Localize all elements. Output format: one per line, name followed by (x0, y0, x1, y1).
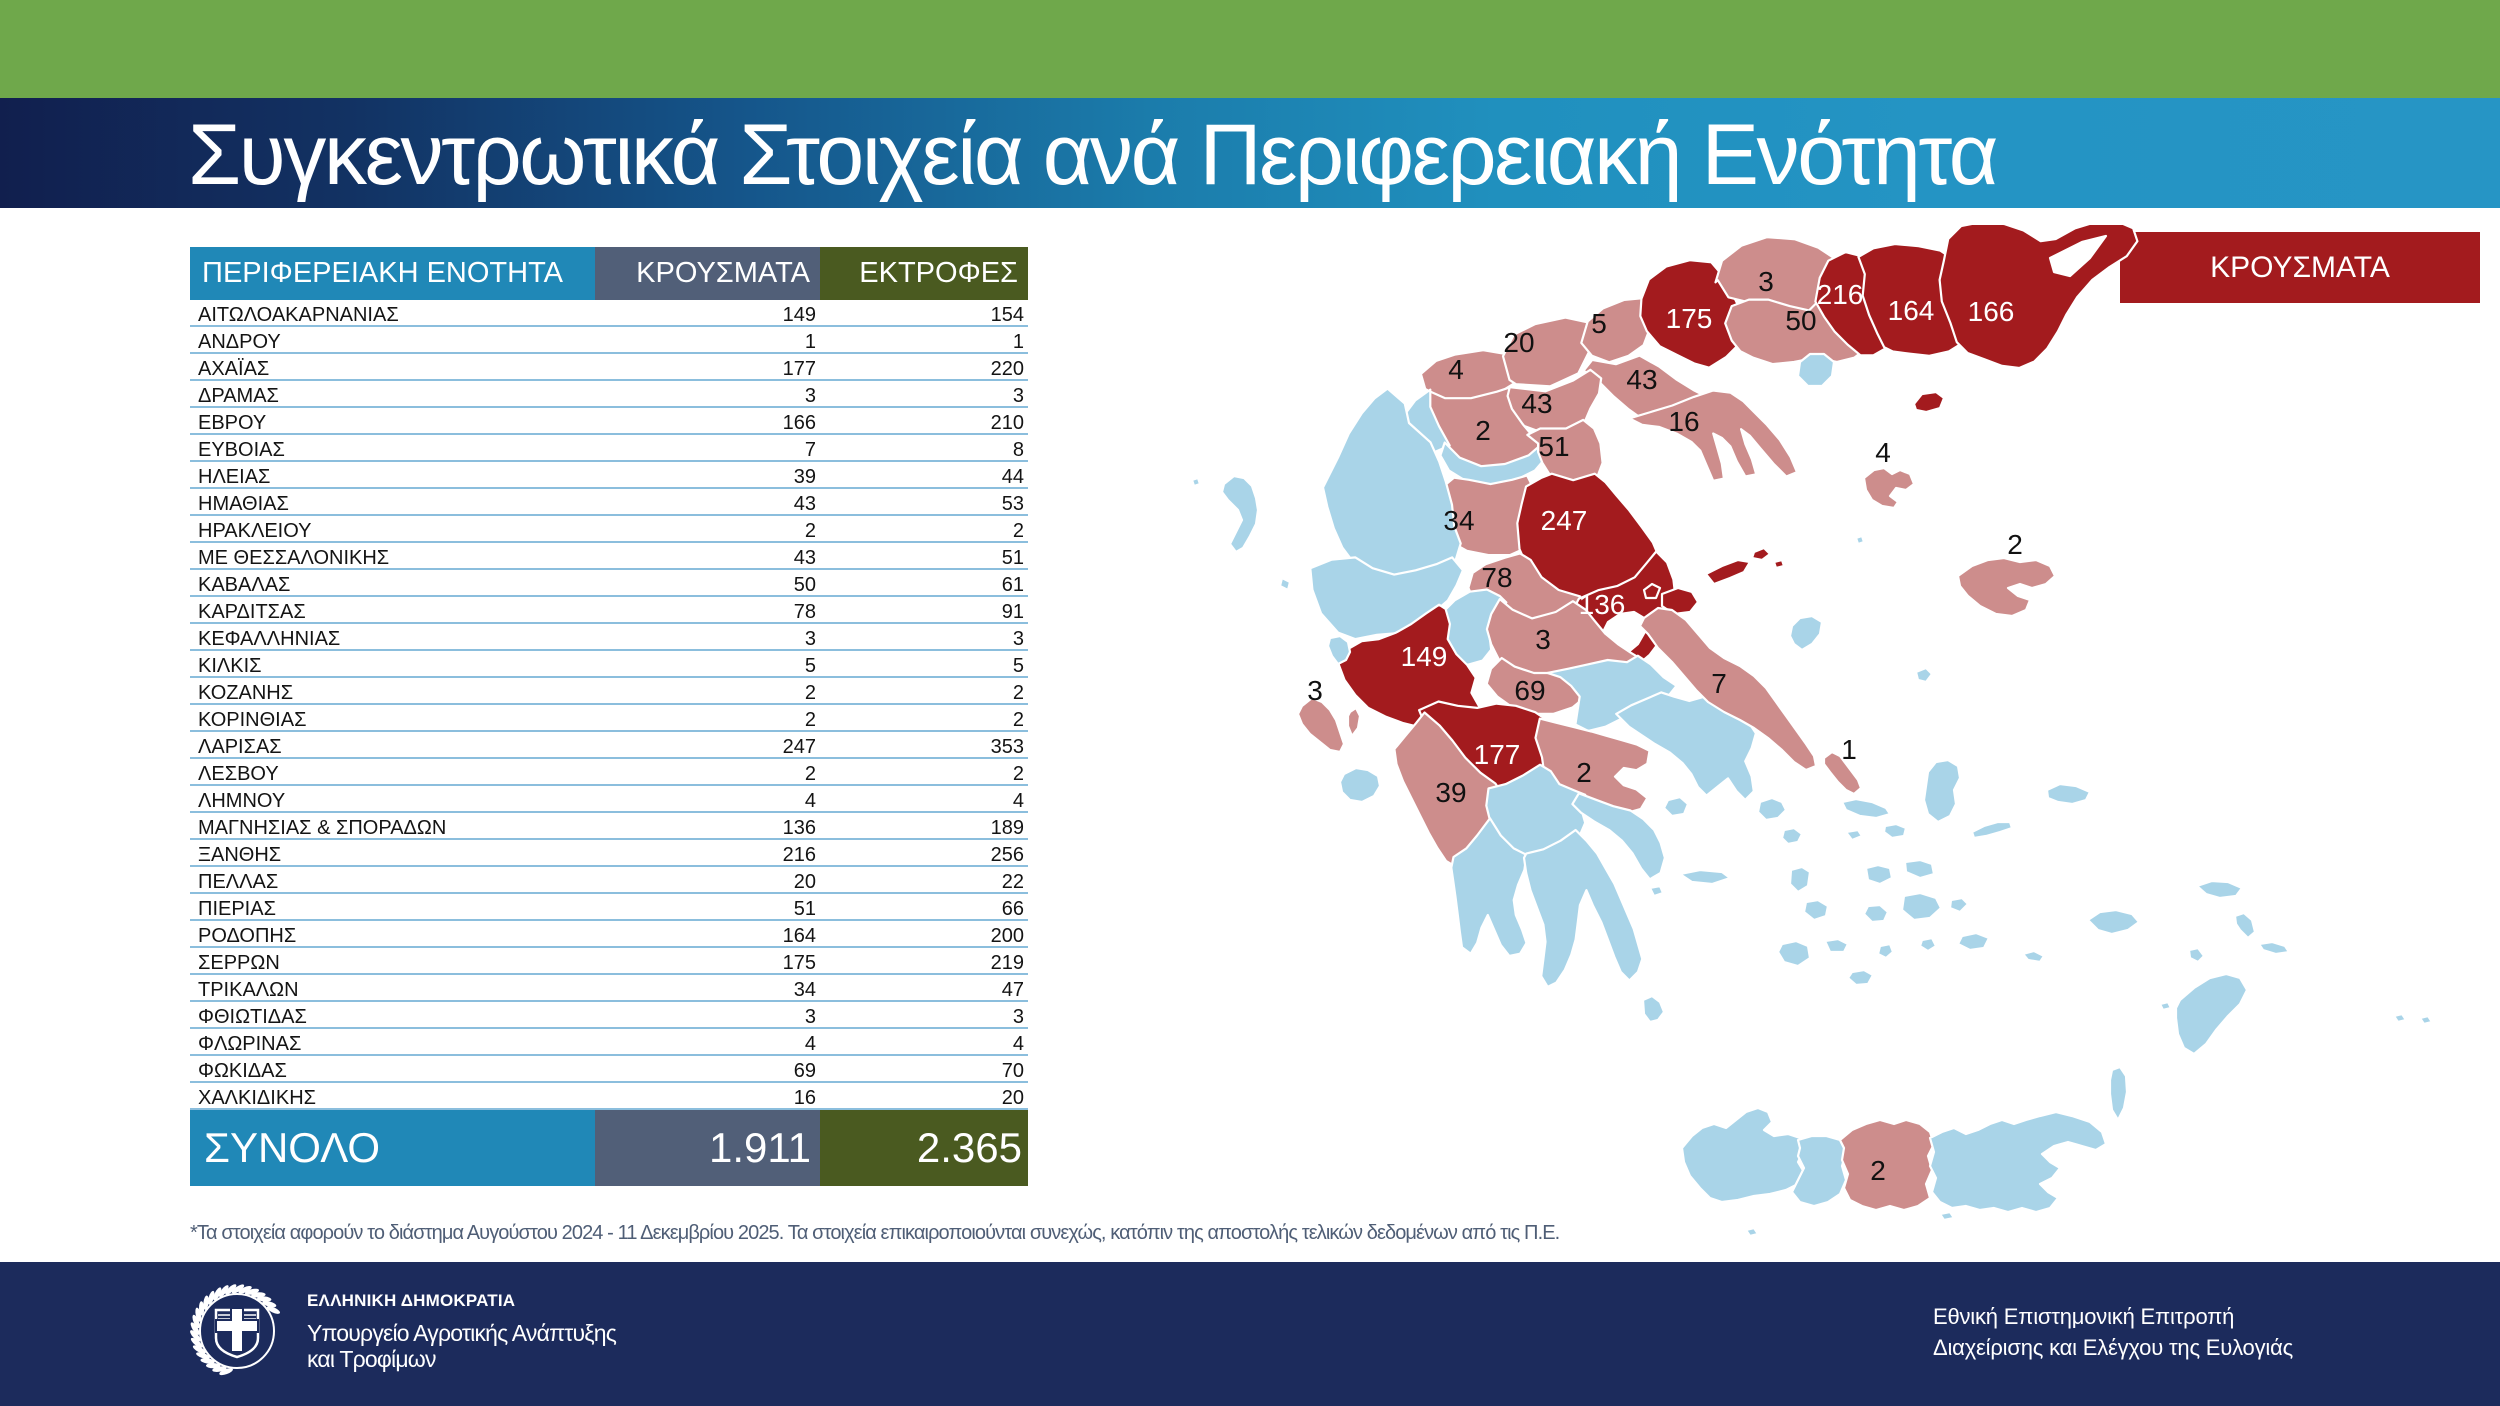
svg-text:20: 20 (1503, 327, 1534, 358)
svg-text:247: 247 (1541, 505, 1588, 536)
svg-text:43: 43 (1521, 388, 1552, 419)
svg-text:69: 69 (1514, 675, 1545, 706)
svg-text:175: 175 (1666, 303, 1713, 334)
svg-text:50: 50 (1785, 305, 1816, 336)
svg-text:7: 7 (1711, 668, 1727, 699)
svg-text:4: 4 (1448, 354, 1464, 385)
svg-text:164: 164 (1888, 295, 1935, 326)
svg-text:136: 136 (1579, 589, 1626, 620)
svg-text:5: 5 (1591, 308, 1607, 339)
svg-text:216: 216 (1817, 279, 1864, 310)
svg-text:3: 3 (1535, 624, 1551, 655)
svg-text:78: 78 (1481, 562, 1512, 593)
svg-text:1: 1 (1841, 734, 1857, 765)
svg-text:3: 3 (1758, 266, 1774, 297)
svg-text:4: 4 (1875, 437, 1891, 468)
svg-text:149: 149 (1401, 641, 1448, 672)
svg-text:39: 39 (1435, 777, 1466, 808)
svg-text:43: 43 (1626, 364, 1657, 395)
svg-text:2: 2 (2007, 529, 2023, 560)
svg-text:2: 2 (1870, 1155, 1886, 1186)
svg-text:177: 177 (1474, 739, 1521, 770)
svg-text:34: 34 (1443, 505, 1474, 536)
svg-text:2: 2 (1576, 757, 1592, 788)
svg-text:51: 51 (1538, 431, 1569, 462)
svg-text:16: 16 (1668, 406, 1699, 437)
svg-text:2: 2 (1475, 415, 1491, 446)
svg-text:166: 166 (1968, 296, 2015, 327)
svg-text:3: 3 (1307, 675, 1323, 706)
